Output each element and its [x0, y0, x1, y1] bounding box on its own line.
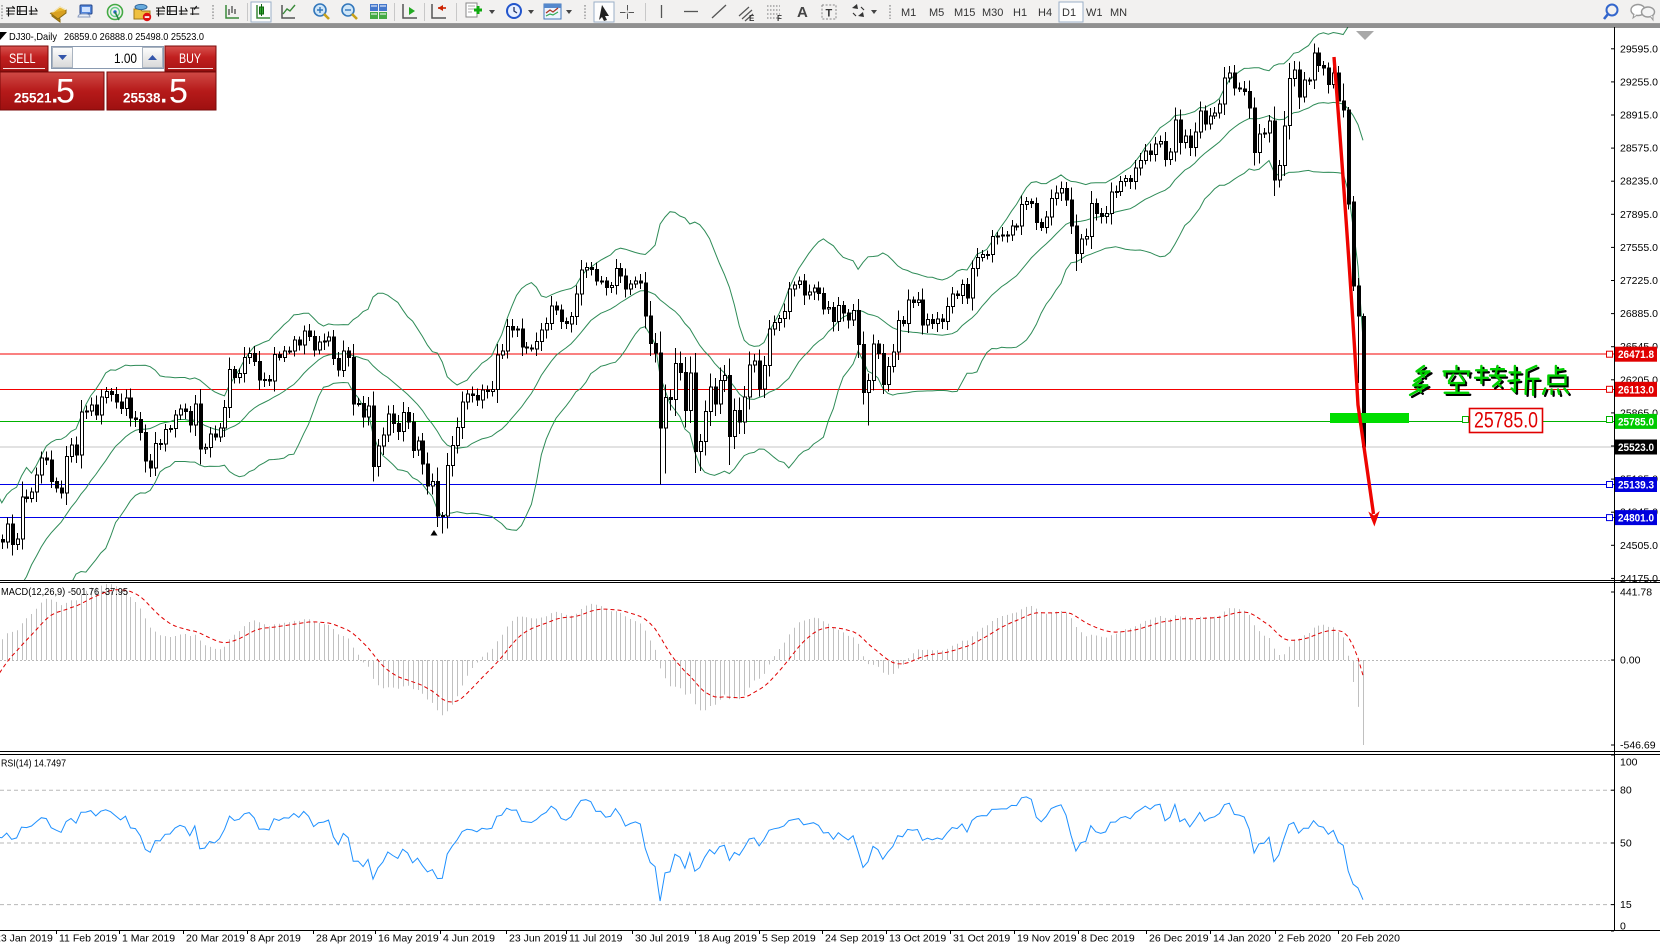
svg-text:11 Jul 2019: 11 Jul 2019 — [569, 933, 623, 944]
svg-text:30 Jul 2019: 30 Jul 2019 — [635, 933, 689, 944]
svg-text:441.78: 441.78 — [1620, 587, 1652, 599]
svg-text:1 Mar 2019: 1 Mar 2019 — [122, 933, 175, 944]
svg-text:20 Mar 2019: 20 Mar 2019 — [186, 933, 245, 944]
svg-text:28 Apr 2019: 28 Apr 2019 — [316, 933, 373, 944]
svg-text:26471.8: 26471.8 — [1618, 349, 1654, 361]
svg-text:80: 80 — [1620, 785, 1632, 797]
svg-text:26859.0 26888.0 25498.0 25523.: 26859.0 26888.0 25498.0 25523.0 — [64, 31, 204, 43]
svg-text:25538: 25538 — [123, 91, 161, 106]
svg-text:BUY: BUY — [179, 51, 201, 66]
svg-text:1.00: 1.00 — [114, 50, 137, 66]
svg-text:4 Jun 2019: 4 Jun 2019 — [443, 933, 495, 944]
svg-text:M5: M5 — [929, 7, 944, 19]
svg-text:0: 0 — [1620, 921, 1626, 933]
svg-text:M1: M1 — [901, 7, 916, 19]
svg-text:23 Jun 2019: 23 Jun 2019 — [509, 933, 567, 944]
svg-text:13 Oct 2019: 13 Oct 2019 — [889, 933, 946, 944]
svg-text:11 Feb 2019: 11 Feb 2019 — [59, 933, 117, 944]
svg-text:27895.0: 27895.0 — [1620, 209, 1658, 221]
svg-text:23 Jan 2019: 23 Jan 2019 — [0, 933, 53, 944]
svg-text:8 Dec 2019: 8 Dec 2019 — [1081, 933, 1135, 944]
svg-text:0.00: 0.00 — [1620, 655, 1641, 667]
svg-text:A: A — [797, 4, 808, 21]
svg-text:RSI(14) 14.7497: RSI(14) 14.7497 — [1, 759, 66, 770]
svg-text:M30: M30 — [982, 7, 1003, 19]
svg-text:2 Feb 2020: 2 Feb 2020 — [1278, 933, 1331, 944]
svg-text:MN: MN — [1110, 7, 1127, 19]
svg-text:25139.3: 25139.3 — [1618, 480, 1654, 492]
svg-text:24 Sep 2019: 24 Sep 2019 — [825, 933, 885, 944]
svg-text:27225.0: 27225.0 — [1620, 275, 1658, 287]
svg-text:100: 100 — [1620, 757, 1638, 769]
svg-text:50: 50 — [1620, 838, 1632, 850]
svg-text:SELL: SELL — [9, 51, 36, 66]
svg-text:-546.69: -546.69 — [1620, 740, 1656, 752]
svg-text:5: 5 — [169, 73, 188, 111]
svg-text:DJ30-,Daily: DJ30-,Daily — [9, 31, 58, 43]
svg-text:16 May 2019: 16 May 2019 — [378, 933, 439, 944]
svg-text:25523.0: 25523.0 — [1618, 442, 1654, 454]
svg-text:24505.0: 24505.0 — [1620, 540, 1658, 552]
svg-text:31 Oct 2019: 31 Oct 2019 — [953, 933, 1010, 944]
svg-text:20 Feb 2020: 20 Feb 2020 — [1341, 933, 1400, 944]
svg-text:W1: W1 — [1086, 7, 1103, 19]
svg-text:F: F — [777, 14, 782, 23]
svg-text:24175.0: 24175.0 — [1620, 573, 1658, 585]
svg-text:26885.0: 26885.0 — [1620, 308, 1658, 320]
svg-text:26 Dec 2019: 26 Dec 2019 — [1149, 933, 1209, 944]
svg-text:5 Sep 2019: 5 Sep 2019 — [762, 933, 816, 944]
svg-text:19 Nov 2019: 19 Nov 2019 — [1017, 933, 1077, 944]
svg-text:H4: H4 — [1038, 7, 1052, 19]
svg-text:25785.0: 25785.0 — [1474, 408, 1538, 433]
svg-text:H1: H1 — [1013, 7, 1027, 19]
svg-text:28915.0: 28915.0 — [1620, 110, 1658, 122]
svg-text:28235.0: 28235.0 — [1620, 176, 1658, 188]
svg-text:28575.0: 28575.0 — [1620, 143, 1658, 155]
svg-text:5: 5 — [56, 73, 75, 111]
svg-text:8 Apr 2019: 8 Apr 2019 — [250, 933, 301, 944]
svg-text:M15: M15 — [954, 7, 975, 19]
svg-text:.: . — [159, 73, 168, 111]
svg-text:29255.0: 29255.0 — [1620, 76, 1658, 88]
svg-text:29595.0: 29595.0 — [1620, 43, 1658, 55]
svg-text:27555.0: 27555.0 — [1620, 242, 1658, 254]
svg-text:15: 15 — [1620, 899, 1632, 911]
svg-text:18 Aug 2019: 18 Aug 2019 — [698, 933, 757, 944]
svg-text:E: E — [749, 14, 755, 23]
svg-text:T: T — [826, 8, 833, 20]
svg-text:26113.0: 26113.0 — [1618, 384, 1654, 396]
svg-text:14 Jan 2020: 14 Jan 2020 — [1213, 933, 1271, 944]
svg-text:D1: D1 — [1062, 7, 1076, 19]
svg-text:25521: 25521 — [14, 91, 52, 106]
svg-text:MACD(12,26,9) -501.76 -37.95: MACD(12,26,9) -501.76 -37.95 — [1, 587, 128, 598]
svg-text:24801.0: 24801.0 — [1618, 513, 1654, 525]
svg-text:.: . — [50, 73, 59, 111]
svg-text:25785.0: 25785.0 — [1618, 416, 1654, 428]
